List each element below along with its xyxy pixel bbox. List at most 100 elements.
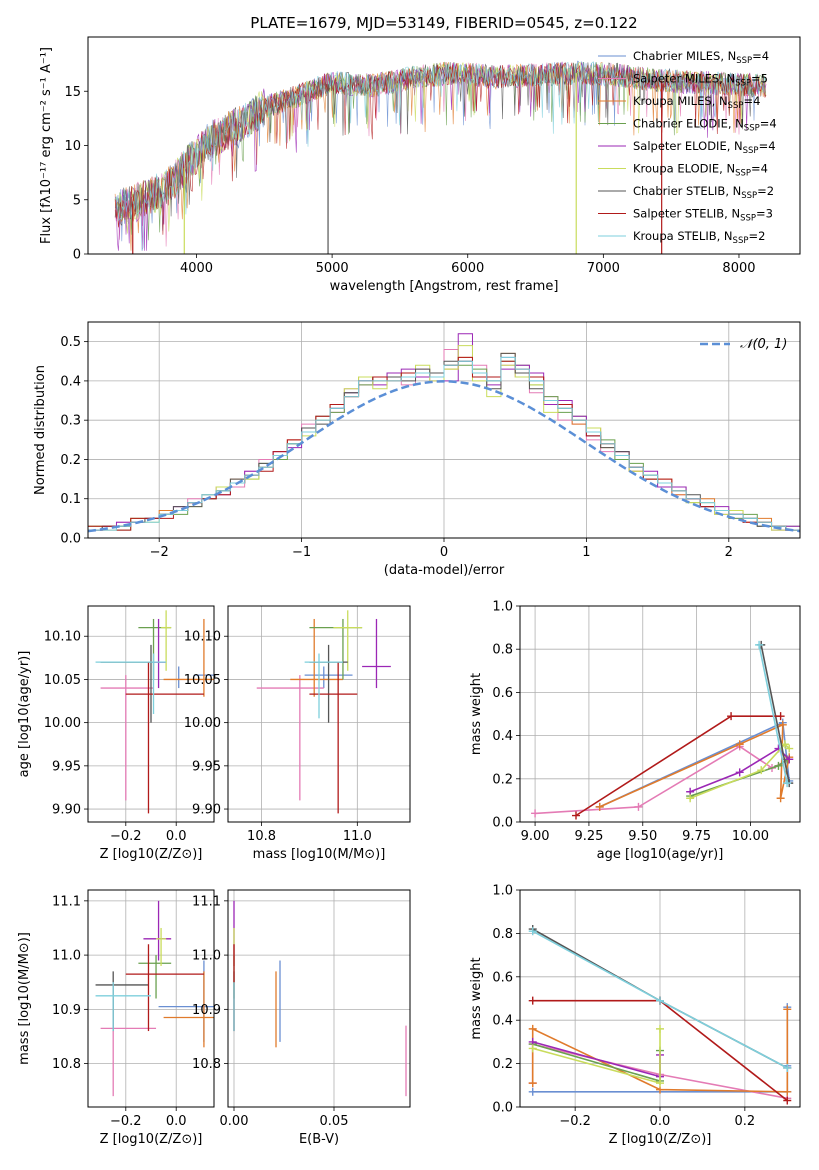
mass-weight-marker [757,766,766,775]
x-tick-label: −0.2 [559,1114,591,1129]
plot-area [88,890,214,1107]
legend-label: Kroupa STELIB, NSSP=2 [633,229,765,246]
axes-frame [227,889,411,1108]
y-tick-label: 11.0 [52,949,81,964]
axes-frame [227,605,411,823]
legend-label: Salpeter STELIB, NSSP=3 [633,207,773,224]
plot-area [88,606,214,822]
y-tick-label: 0.8 [492,643,513,658]
mass-weight-marker [528,1079,537,1088]
y-tick-label: 10.05 [44,673,81,688]
x-tick-label: 1 [582,545,590,560]
y-tick-label: 1.0 [492,884,513,899]
mass-weight-marker [783,1063,792,1072]
y-tick-label: 10 [64,139,81,154]
x-axis-label: age [log10(age/yr)] [597,847,724,862]
y-tick-label: 11.1 [52,894,81,909]
legend-label: Kroupa ELODIE, NSSP=4 [633,162,768,179]
y-tick-label: 10.10 [44,630,81,645]
y-tick-label: 0.0 [492,1101,513,1116]
legend-label: Chabrier MILES, NSSP=4 [633,49,769,66]
x-tick-label: 0.0 [650,1114,671,1129]
y-tick-label: 9.90 [52,803,81,818]
y-tick-label: 10.8 [52,1057,81,1072]
plot-area [520,890,800,1107]
mass-weight-marker [774,761,783,770]
panel-2: −2 −1 0 1 2 0.0 0.1 0.2 0.3 0.4 0.5 (data-model)/er… [33,321,801,578]
mass-weight-line [760,644,790,784]
x-tick-label: 9.25 [574,829,603,844]
mass-weight-marker [783,1096,792,1105]
spectrum-line [114,62,767,235]
y-tick-label: 0.0 [60,532,81,547]
legend-label: Chabrier ELODIE, NSSP=4 [633,117,777,134]
x-tick-label: 11.0 [343,829,372,844]
normal-curve [88,380,800,533]
x-tick-label: 9.00 [521,829,550,844]
x-tick-label: −2 [150,545,169,560]
axes-frame [87,889,215,1108]
panel-6: −0.2 0.0 10.8 10.9 11.0 11.1 Z [log10(Z/Z⊙)] ma… [17,889,215,1147]
y-axis-label: Flux [fλ10⁻¹⁷ erg cm⁻² s⁻¹ A⁻¹] [39,47,54,244]
plot-area [520,606,800,822]
x-tick-label: −0.2 [110,1114,142,1129]
y-tick-label: 0.3 [60,414,81,429]
x-tick-label: 5000 [316,261,349,276]
mass-weight-marker [735,768,744,777]
axes-frame [87,605,215,823]
legend-label: Kroupa MILES, NSSP=4 [633,94,760,111]
mass-weight-marker [528,1044,537,1053]
plot-area [88,322,800,538]
mass-weight-marker [634,802,643,811]
legend-label: 𝒩(0, 1) [740,337,787,352]
x-tick-label: 0.0 [166,1114,187,1129]
y-tick-label: 9.95 [192,759,221,774]
y-tick-label: 0.5 [60,335,81,350]
mass-weight-marker [528,996,537,1005]
y-tick-label: 0 [73,248,81,263]
x-tick-label: 6000 [451,261,484,276]
x-axis-label: Z [log10(Z/Z⊙)] [100,847,203,862]
axes-frame [519,889,801,1108]
x-tick-label: −1 [292,545,311,560]
x-tick-label: 10.00 [732,829,769,844]
mass-weight-marker [572,811,580,820]
y-tick-label: 0.1 [60,492,81,507]
y-tick-label: 0.2 [60,453,81,468]
x-tick-label: 7000 [587,261,620,276]
panel-1: 4000 5000 6000 7000 8000 0 5 10 15 wavelength [An… [39,36,801,294]
y-tick-label: 10.10 [184,630,221,645]
y-tick-label: 0.8 [492,927,513,942]
mass-weight-marker [735,740,744,749]
y-tick-label: 0.6 [492,970,513,985]
x-tick-label: 9.50 [628,829,657,844]
y-tick-label: 0.4 [60,374,81,389]
y-tick-label: 10.00 [184,716,221,731]
axes-frame [519,605,801,823]
mass-weight-marker [755,640,764,649]
mass-weight-marker [528,1024,537,1033]
mass-weight-marker [776,712,785,721]
y-tick-label: 5 [73,193,81,208]
mass-weight-marker [595,802,604,811]
mass-weight-line [689,743,790,799]
x-axis-label: Z [log10(Z/Z⊙)] [609,1132,712,1147]
mass-weight-marker [785,755,794,764]
y-tick-label: 10.9 [192,1003,221,1018]
x-tick-label: 0.00 [220,1114,249,1129]
y-tick-label: 11.1 [192,894,221,909]
mass-weight-marker [783,1087,792,1096]
x-axis-label: wavelength [Angstrom, rest frame] [330,279,559,294]
mass-weight-marker [686,794,695,803]
panel-3: −0.2 0.0 9.90 9.95 10.00 10.05 10.10 Z [log10(Z… [17,605,215,862]
y-axis-label: mass weight [469,957,484,1039]
mass-weight-line [532,1043,661,1083]
mass-weight-marker [776,794,785,803]
axes-frame [87,36,801,255]
legend-label: Chabrier STELIB, NSSP=2 [633,184,774,201]
panel-7: 0.00 0.05 10.8 10.9 11.0 11.1 E(B-V) [192,889,411,1147]
y-tick-label: 10.00 [44,716,81,731]
mass-weight-marker [783,779,792,788]
mass-weight-marker [780,740,789,749]
